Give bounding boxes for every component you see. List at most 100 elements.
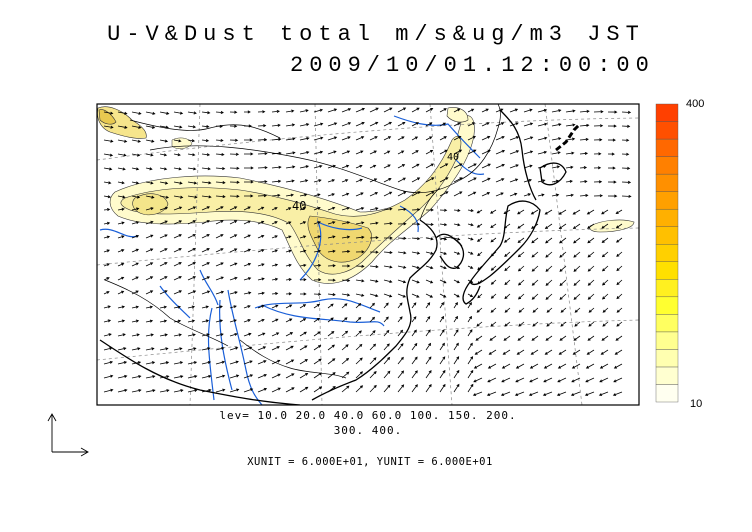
wind-arrow <box>467 315 472 323</box>
wind-arrow <box>285 235 292 239</box>
wind-arrow <box>201 290 211 295</box>
wind-arrow <box>131 276 139 281</box>
wind-arrow <box>557 377 567 383</box>
wind-arrow <box>257 263 265 267</box>
wind-arrow <box>531 237 539 244</box>
wind-arrow <box>585 363 595 369</box>
wind-arrow <box>397 164 406 169</box>
wind-arrow <box>215 305 223 309</box>
wind-arrow <box>271 332 280 337</box>
wind-arrow <box>397 265 407 269</box>
plot-timestamp: 2009/10/01.12:00:00 <box>290 53 655 78</box>
wind-arrow <box>131 333 140 337</box>
wind-arrow <box>517 335 525 341</box>
wind-arrow <box>601 335 609 341</box>
wind-arrow <box>474 349 483 355</box>
wind-arrow <box>558 349 567 355</box>
wind-arrow <box>601 237 609 243</box>
wind-arrow <box>285 345 294 351</box>
wind-arrow <box>215 360 226 365</box>
contour-levels-line1: lev= 10.0 20.0 40.0 60.0 100. 150. 200. <box>219 409 517 422</box>
wind-arrow <box>215 206 224 211</box>
colorbar-segment <box>655 331 679 350</box>
wind-arrow <box>201 234 210 239</box>
wind-arrow <box>159 167 168 171</box>
wind-arrow <box>411 251 421 255</box>
wind-arrow <box>145 389 156 393</box>
wind-arrow <box>579 137 589 141</box>
wind-arrow <box>355 264 365 268</box>
wind-arrow <box>271 359 281 365</box>
wind-arrow <box>327 278 336 282</box>
wind-arrow <box>571 363 581 369</box>
wind-arrow <box>229 110 238 114</box>
wind-arrow <box>173 111 184 115</box>
wind-arrow <box>621 194 632 198</box>
wind-arrow <box>201 195 212 199</box>
wind-arrow <box>117 319 126 323</box>
wind-arrow <box>201 333 210 337</box>
wind-arrow <box>607 152 615 156</box>
wind-arrow <box>299 278 307 282</box>
wind-arrow <box>285 304 293 309</box>
wind-arrow <box>159 125 169 129</box>
wind-arrow <box>509 136 520 141</box>
wind-arrow <box>439 191 449 197</box>
wind-arrow <box>383 221 393 226</box>
wind-arrow <box>103 139 114 143</box>
wind-arrow <box>173 389 184 393</box>
wind-arrow <box>327 372 336 379</box>
wind-arrow <box>369 370 377 379</box>
colorbar-segment <box>655 121 679 140</box>
wind-arrow <box>425 342 432 351</box>
wind-arrow <box>145 125 156 129</box>
wind-arrow <box>411 136 419 141</box>
wind-arrow <box>103 125 114 129</box>
wind-arrow <box>285 123 296 127</box>
wind-arrow <box>453 122 461 127</box>
wind-arrow <box>341 303 348 309</box>
wind-arrow <box>131 262 139 267</box>
wind-arrow <box>355 343 363 351</box>
wind-arrow <box>243 332 252 337</box>
wind-arrow <box>579 123 590 127</box>
wind-arrow <box>117 290 125 295</box>
wind-arrow <box>117 249 125 253</box>
wind-arrow <box>299 249 307 253</box>
wind-arrow <box>355 136 365 141</box>
wind-arrow <box>615 209 623 214</box>
wind-arrow <box>477 265 483 271</box>
wind-arrow <box>201 111 211 115</box>
wind-arrow <box>383 329 390 337</box>
wind-arrow <box>503 335 511 341</box>
wind-arrow <box>439 356 446 365</box>
wind-arrow <box>614 349 623 355</box>
wind-arrow <box>565 165 574 169</box>
wind-arrow <box>271 387 281 393</box>
wind-arrow <box>570 391 581 396</box>
wind-arrow <box>285 249 292 253</box>
wind-arrow <box>117 262 125 267</box>
wind-arrow <box>487 363 497 369</box>
wind-arrow <box>187 347 197 351</box>
wind-arrow <box>490 237 497 243</box>
wind-arrow <box>201 125 210 129</box>
wind-arrow <box>173 248 182 253</box>
wind-arrow <box>299 359 309 365</box>
colorbar <box>655 103 679 403</box>
wind-arrow <box>243 346 253 351</box>
wind-arrow <box>229 319 237 323</box>
wind-arrow <box>489 335 497 341</box>
wind-arrow <box>159 290 168 295</box>
wind-arrow <box>537 179 546 183</box>
wind-arrow <box>477 293 483 299</box>
wind-arrow <box>411 384 418 393</box>
dust-plume-core <box>307 215 372 263</box>
wind-arrow <box>201 220 210 225</box>
wind-arrow <box>500 391 511 396</box>
wind-arrow <box>514 391 525 396</box>
wind-arrow <box>131 111 142 115</box>
wind-arrow <box>397 207 407 211</box>
wind-arrow <box>187 111 197 115</box>
wind-arrow <box>551 123 562 127</box>
